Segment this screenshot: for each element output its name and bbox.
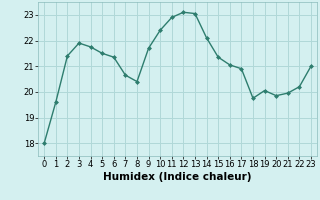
X-axis label: Humidex (Indice chaleur): Humidex (Indice chaleur) xyxy=(103,172,252,182)
